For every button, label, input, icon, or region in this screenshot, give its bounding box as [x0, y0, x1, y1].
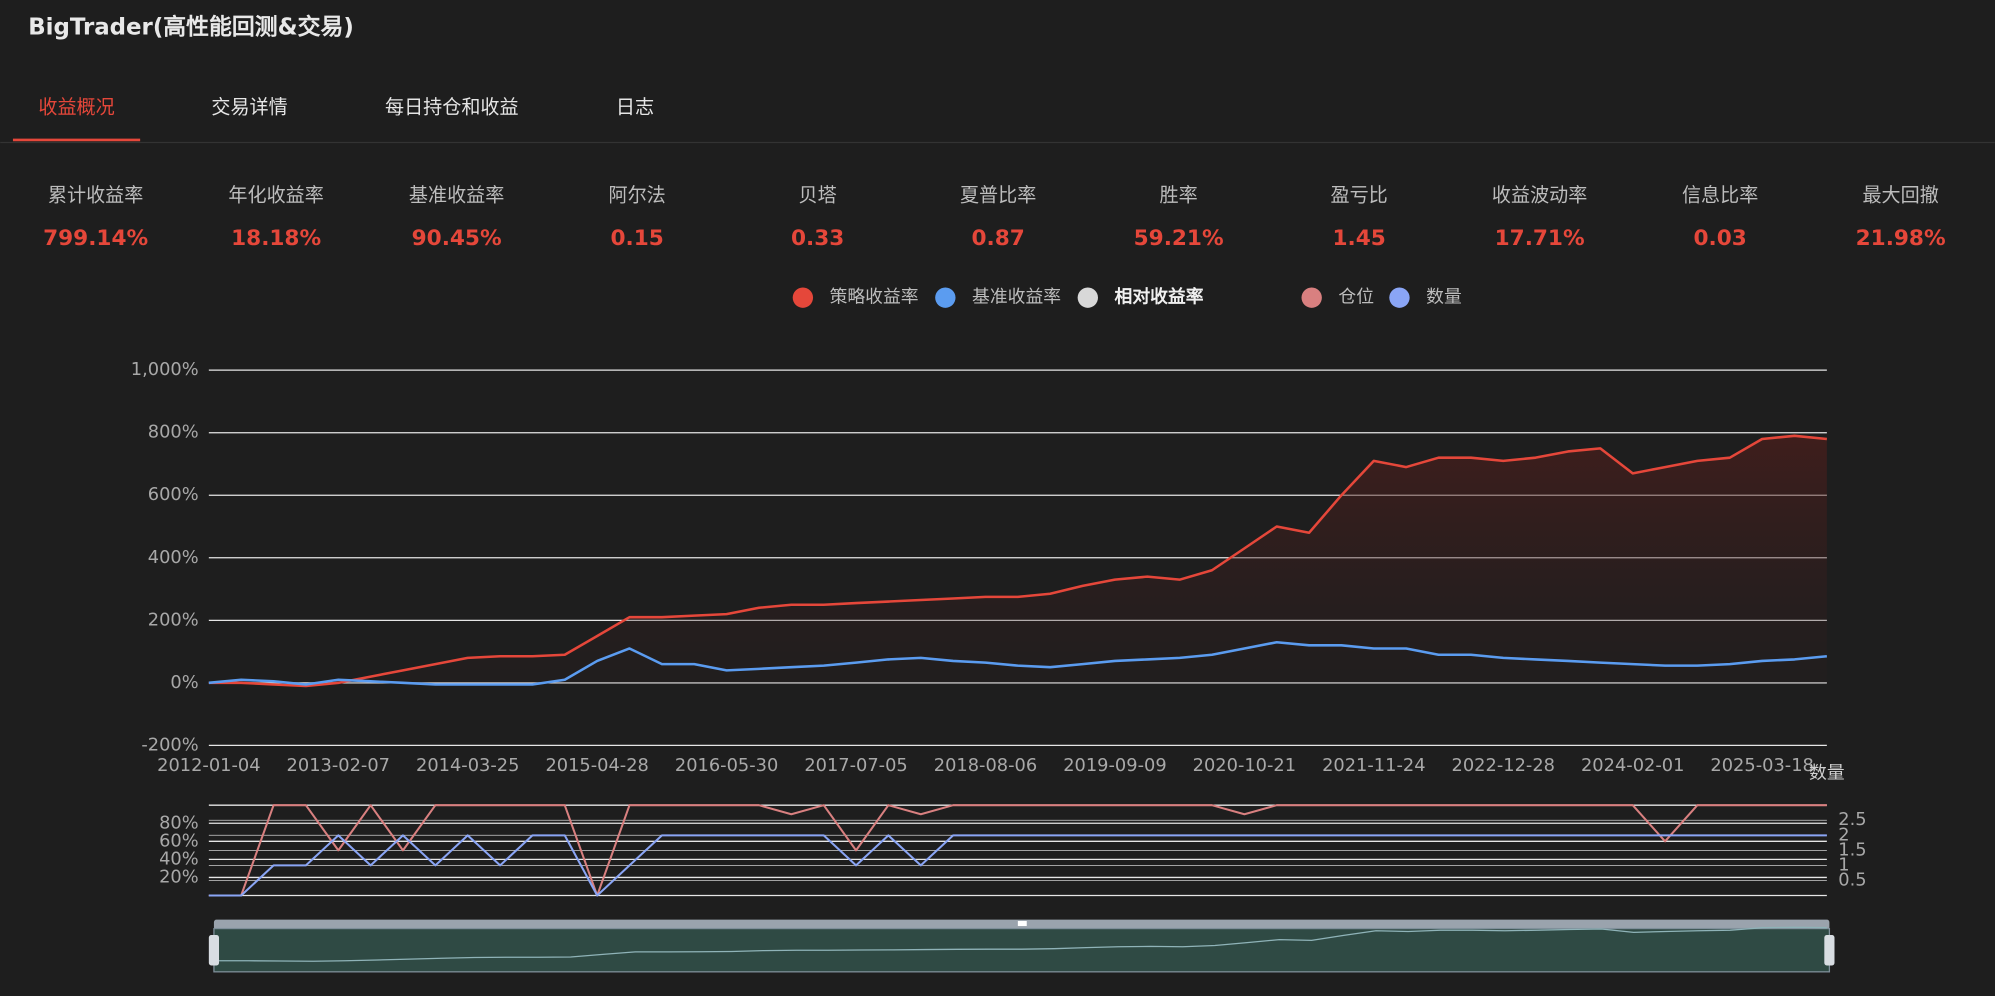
x-tick-label: 2015-04-28	[545, 755, 648, 776]
series-line	[208, 804, 1827, 897]
legend-swatch[interactable]	[935, 287, 956, 308]
y2-tick-label: 1.5	[1838, 839, 1866, 860]
metric-label: 贝塔	[799, 184, 837, 206]
area-fill	[208, 435, 1827, 687]
tab[interactable]: 交易详情	[211, 97, 287, 119]
y-tick-label: 20%	[159, 866, 199, 887]
x-tick-label: 2017-07-05	[804, 755, 907, 776]
y-tick-label: 400%	[148, 547, 199, 568]
y-tick-label: 1,000%	[131, 359, 199, 380]
metric-value: 0.33	[791, 226, 844, 251]
x-tick-label: 2019-09-09	[1063, 755, 1166, 776]
tab[interactable]: 日志	[616, 97, 654, 119]
zoom-preview	[216, 926, 1827, 962]
y-tick-label: 200%	[148, 609, 199, 630]
metric-value: 0.87	[971, 226, 1024, 251]
legend-swatch[interactable]	[1077, 287, 1098, 308]
y2-tick-label: 0.5	[1838, 869, 1866, 890]
y2-axis-label: 数量	[1809, 762, 1845, 783]
x-tick-label: 2024-02-01	[1581, 755, 1684, 776]
zoom-grip[interactable]	[1017, 920, 1027, 927]
metric-label: 最大回撤	[1862, 184, 1938, 206]
x-tick-label: 2018-08-06	[934, 755, 1037, 776]
metric-label: 基准收益率	[409, 184, 504, 206]
metric-value: 90.45%	[412, 226, 502, 251]
legend-swatch[interactable]	[1389, 287, 1410, 308]
zoom-window[interactable]	[213, 927, 1831, 973]
metric-value: 0.03	[1693, 226, 1746, 251]
metric-label: 阿尔法	[609, 184, 666, 206]
metric-value: 17.71%	[1495, 226, 1585, 251]
metric-label: 夏普比率	[960, 184, 1036, 206]
y2-tick-label: 2.5	[1838, 809, 1866, 830]
metric-value: 0.15	[610, 226, 663, 251]
series-line	[208, 434, 1827, 688]
x-tick-label: 2012-01-04	[157, 755, 260, 776]
x-tick-label: 2014-03-25	[416, 755, 519, 776]
legend-label[interactable]: 数量	[1426, 287, 1462, 308]
legend-label[interactable]: 基准收益率	[972, 287, 1061, 308]
x-tick-label: 2021-11-24	[1322, 755, 1425, 776]
x-tick-label: 2020-10-21	[1193, 755, 1296, 776]
app-title: BigTrader(高性能回测&交易)	[28, 13, 354, 40]
y-tick-label: 600%	[148, 484, 199, 505]
y-tick-label: 40%	[159, 848, 199, 869]
y2-tick-label: 1	[1838, 854, 1849, 875]
legend-label[interactable]: 相对收益率	[1115, 286, 1204, 308]
metric-value: 799.14%	[43, 226, 148, 251]
y-tick-label: 80%	[159, 812, 199, 833]
metric-label: 信息比率	[1682, 184, 1758, 206]
x-tick-label: 2022-12-28	[1452, 755, 1555, 776]
series-line	[208, 640, 1827, 686]
metric-label: 收益波动率	[1492, 184, 1587, 206]
x-tick-label: 2016-05-30	[675, 755, 778, 776]
tab[interactable]: 收益概况	[38, 97, 114, 119]
y-tick-label: 800%	[148, 422, 199, 443]
legend-label[interactable]: 策略收益率	[830, 287, 919, 308]
metric-label: 胜率	[1160, 184, 1198, 206]
tab[interactable]: 每日持仓和收益	[385, 97, 519, 119]
metric-value: 21.98%	[1856, 226, 1946, 251]
x-tick-label: 2013-02-07	[287, 755, 390, 776]
metric-label: 盈亏比	[1331, 184, 1388, 206]
series-line	[208, 834, 1827, 897]
zoom-handle[interactable]	[1824, 934, 1835, 966]
zoom-handle[interactable]	[208, 934, 220, 966]
legend-swatch[interactable]	[792, 287, 814, 308]
legend-label[interactable]: 仓位	[1338, 287, 1374, 308]
metric-label: 累计收益率	[48, 184, 143, 206]
y-tick-label: 60%	[159, 830, 199, 851]
legend-swatch[interactable]	[1301, 287, 1322, 308]
metric-value: 1.45	[1332, 226, 1385, 251]
y2-tick-label: 2	[1838, 824, 1849, 845]
metric-label: 年化收益率	[228, 184, 323, 206]
y-tick-label: -200%	[141, 734, 198, 755]
metric-value: 18.18%	[231, 226, 321, 251]
metric-value: 59.21%	[1134, 226, 1224, 251]
y-tick-label: 0%	[170, 672, 198, 693]
x-tick-label: 2025-03-18	[1710, 755, 1813, 776]
